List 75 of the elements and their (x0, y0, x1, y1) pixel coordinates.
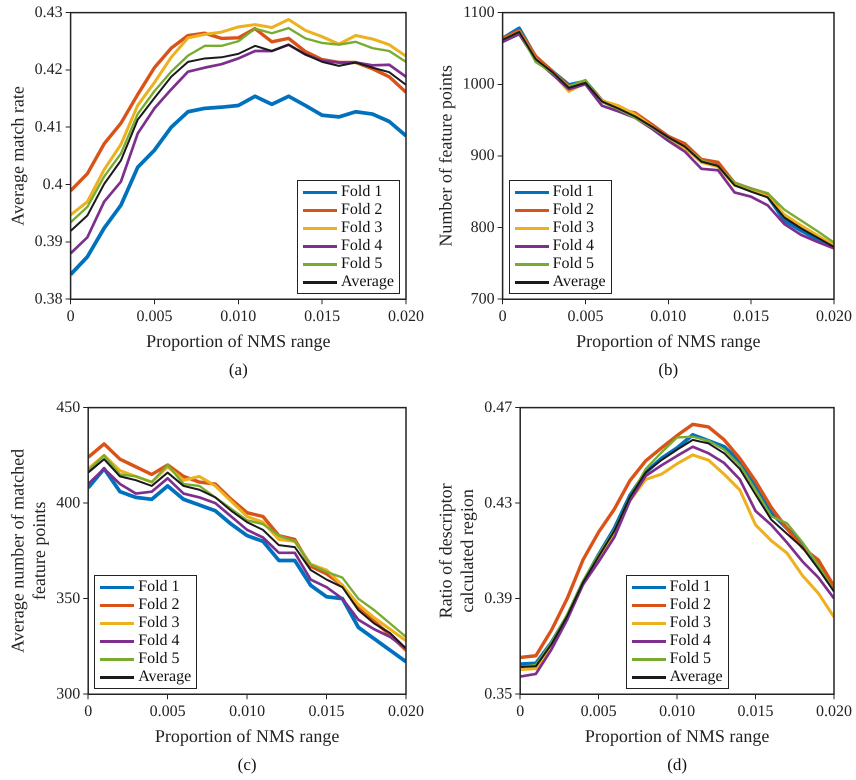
x-tick-label: 0.005 (136, 308, 172, 326)
y-tick-label: 800 (470, 218, 495, 236)
legend-label: Fold 2 (552, 201, 594, 220)
x-tick-label: 0.015 (304, 308, 340, 326)
y-tick-label: 0.35 (484, 685, 512, 702)
x-tick-label: 0 (498, 308, 507, 326)
x-tick-label: 0 (84, 703, 92, 720)
legend-label: Fold 3 (552, 219, 594, 238)
x-axis-title: Proportion of NMS range (146, 330, 331, 351)
legend-label: Fold 3 (341, 219, 382, 238)
legend-label: Fold 1 (670, 578, 711, 596)
x-tick-label: 0.005 (150, 703, 186, 720)
legend-label: Fold 4 (552, 237, 594, 256)
text: (b) (658, 360, 678, 379)
x-axis-title: Proportion of NMS range (154, 726, 340, 746)
x-tick-label: 0 (516, 703, 524, 720)
x-tick-label: 0.010 (220, 308, 256, 326)
x-tick-label: 0.020 (388, 703, 424, 720)
y-axis-title: Average number of matched feature points (8, 448, 50, 653)
x-tick-label: 0.020 (388, 308, 424, 326)
x-tick-label: 0.010 (229, 703, 266, 720)
y-tick-label: 1100 (463, 4, 495, 21)
text: (d) (667, 754, 688, 774)
y-tick-label: 0.39 (34, 233, 63, 250)
legend-label: Fold 5 (670, 650, 711, 668)
y-tick-label: 0.41 (34, 118, 63, 136)
legend-label: Fold 5 (552, 255, 594, 274)
x-tick-label: 0.020 (816, 703, 852, 720)
legend-label: Fold 3 (138, 614, 180, 632)
legend-label: Fold 2 (341, 201, 382, 220)
x-tick-label: 0.015 (738, 703, 774, 720)
y-tick-label: 350 (56, 590, 80, 607)
x-tick-label: 0.010 (650, 308, 686, 326)
y-axis-title: Ratio of descriptor calculated region (436, 483, 478, 618)
y-tick-label: 0.42 (34, 61, 63, 78)
y-tick-label: 0.43 (34, 4, 63, 21)
y-axis-title: Average match rate (8, 86, 28, 226)
y-tick-label: 1000 (462, 75, 495, 92)
x-axis-title: Proportion of NMS range (576, 330, 761, 351)
y-tick-label: 0.39 (484, 590, 512, 607)
y-tick-label: 0.38 (34, 290, 63, 308)
y-tick-label: 0.43 (484, 494, 512, 512)
text: (c) (238, 754, 257, 774)
y-tick-label: 300 (56, 685, 80, 702)
x-tick-label: 0.005 (580, 703, 617, 720)
legend-label: Average (341, 273, 394, 292)
y-tick-label: 450 (56, 398, 80, 416)
text: (a) (228, 360, 248, 379)
x-tick-label: 0.010 (659, 703, 696, 720)
x-tick-label: 0.020 (816, 308, 852, 326)
legend-label: Fold 2 (670, 596, 711, 614)
legend-label: Fold 1 (552, 183, 594, 202)
x-axis-title: Proportion of NMS range (584, 726, 770, 746)
legend-label: Fold 5 (341, 255, 382, 274)
legend-label: Fold 2 (138, 596, 180, 614)
x-tick-label: 0 (66, 308, 75, 326)
y-tick-label: 0.4 (42, 176, 63, 193)
legend-label: Fold 4 (341, 237, 382, 256)
y-tick-label: 700 (470, 290, 495, 308)
legend-label: Average (670, 668, 723, 686)
legend-label: Fold 1 (341, 183, 382, 202)
y-axis-title: Number of feature points (436, 65, 456, 247)
legend-label: Fold 4 (138, 632, 180, 650)
x-tick-label: 0.015 (733, 308, 770, 326)
legend-label: Fold 4 (670, 632, 711, 650)
y-tick-label: 900 (470, 147, 495, 164)
y-tick-label: 0.47 (484, 398, 512, 416)
legend-label: Fold 1 (138, 578, 180, 596)
legend-label: Average (552, 273, 606, 292)
y-tick-label: 400 (56, 494, 80, 512)
legend-label: Average (138, 668, 192, 686)
legend-label: Fold 3 (670, 614, 711, 632)
x-tick-label: 0.015 (308, 703, 345, 720)
x-tick-label: 0.005 (567, 308, 604, 326)
legend-label: Fold 5 (138, 650, 180, 668)
